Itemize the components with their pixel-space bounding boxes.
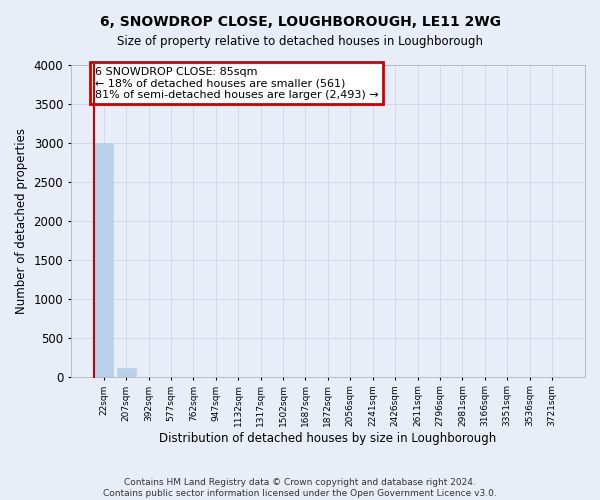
Y-axis label: Number of detached properties: Number of detached properties xyxy=(15,128,28,314)
Text: 6 SNOWDROP CLOSE: 85sqm
← 18% of detached houses are smaller (561)
81% of semi-d: 6 SNOWDROP CLOSE: 85sqm ← 18% of detache… xyxy=(95,66,379,100)
Text: 6, SNOWDROP CLOSE, LOUGHBOROUGH, LE11 2WG: 6, SNOWDROP CLOSE, LOUGHBOROUGH, LE11 2W… xyxy=(100,15,500,29)
Text: Contains HM Land Registry data © Crown copyright and database right 2024.
Contai: Contains HM Land Registry data © Crown c… xyxy=(103,478,497,498)
Bar xyxy=(94,143,113,376)
X-axis label: Distribution of detached houses by size in Loughborough: Distribution of detached houses by size … xyxy=(159,432,497,445)
Bar xyxy=(116,368,136,376)
Text: Size of property relative to detached houses in Loughborough: Size of property relative to detached ho… xyxy=(117,35,483,48)
